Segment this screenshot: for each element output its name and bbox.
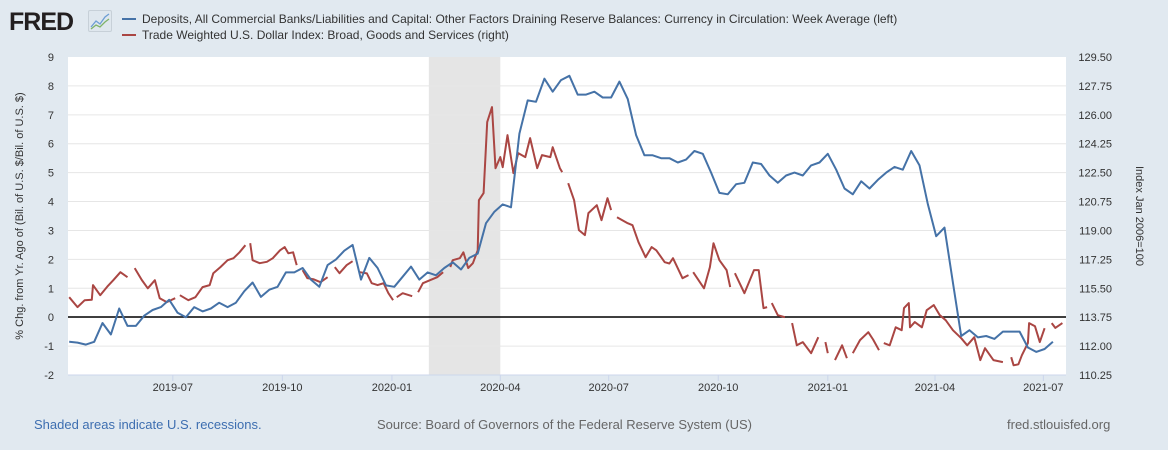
- right-axis-title: Index Jan 2006=100: [1133, 166, 1145, 266]
- recession-band: [428, 57, 501, 375]
- x-tick-label: 2021-07: [1023, 382, 1063, 394]
- fred-logo[interactable]: FRED: [9, 8, 74, 36]
- right-tick-label: 110.25: [1079, 370, 1112, 382]
- fred-logo-graph-icon: [88, 10, 112, 32]
- recession-shading: [428, 57, 501, 375]
- dollar-index-line-segment: [68, 271, 129, 309]
- legend-swatch-red: [122, 34, 136, 36]
- x-tick-label: 2020-10: [698, 382, 738, 394]
- x-tick-label: 2021-04: [915, 382, 955, 394]
- plot-area: [68, 57, 1066, 375]
- dollar-index-line-segment: [417, 271, 444, 293]
- x-tick-label: 2019-07: [153, 382, 193, 394]
- dollar-index-line-segment: [883, 302, 1004, 364]
- currency-circulation-line: [69, 74, 1054, 353]
- right-tick-label: 129.50: [1078, 52, 1112, 64]
- x-tick-label: 2020-01: [372, 382, 412, 394]
- right-tick-label: 115.50: [1079, 283, 1112, 295]
- left-tick-label: 6: [48, 139, 54, 151]
- x-tick-label: 2020-07: [588, 382, 628, 394]
- left-tick-label: 9: [48, 52, 54, 64]
- dollar-index-line-segment: [834, 344, 848, 361]
- dollar-index-line-segment: [449, 106, 564, 270]
- dollar-index-line-segment: [733, 269, 768, 310]
- left-tick-label: 1: [48, 283, 54, 295]
- dollar-index-line-segment: [692, 242, 732, 290]
- left-axis-title: % Chg. from Yr. Ago of (Bil. of U.S. $/B…: [14, 92, 26, 339]
- right-tick-label: 127.75: [1078, 81, 1112, 93]
- left-tick-label: 7: [48, 110, 54, 122]
- right-tick-label: 124.25: [1078, 139, 1112, 151]
- dollar-index-line-segment: [824, 341, 829, 354]
- legend-label: Trade Weighted U.S. Dollar Index: Broad,…: [142, 28, 509, 42]
- left-tick-label: 8: [48, 81, 54, 93]
- dollar-index-line-segment: [396, 292, 413, 299]
- x-axis-ticks: 2019-07 2019-10 2020-01 2020-04 2020-07 2020-…: [68, 374, 1066, 394]
- legend-swatch-blue: [122, 18, 136, 20]
- x-tick-label: 2021-01: [808, 382, 848, 394]
- x-tick-label: 2020-04: [480, 382, 520, 394]
- legend-label: Deposits, All Commercial Banks/Liabiliti…: [142, 12, 898, 26]
- legend: Deposits, All Commercial Banks/Liabiliti…: [122, 11, 897, 43]
- x-tick-label: 2019-10: [262, 382, 302, 394]
- dollar-index-line-segment: [249, 243, 298, 266]
- dollar-index-line-segment: [791, 322, 820, 355]
- right-tick-label: 126.00: [1078, 110, 1112, 122]
- legend-item-series1[interactable]: Deposits, All Commercial Banks/Liabiliti…: [122, 11, 897, 27]
- dollar-index-line-segment: [301, 269, 329, 284]
- right-tick-label: 117.25: [1079, 254, 1112, 266]
- dollar-index-line-segment: [770, 302, 786, 319]
- site-url: fred.stlouisfed.org: [1007, 417, 1111, 432]
- right-tick-label: 120.75: [1078, 197, 1112, 209]
- dollar-index-line-segment: [616, 216, 689, 280]
- dollar-index-line-segment: [359, 271, 394, 301]
- legend-item-series2[interactable]: Trade Weighted U.S. Dollar Index: Broad,…: [122, 27, 897, 43]
- right-axis-ticks: 129.50 127.75 126.00 124.25 122.50 120.75 119.…: [1078, 52, 1112, 382]
- dollar-index-line-segment: [851, 331, 880, 354]
- right-tick-label: 113.75: [1079, 312, 1112, 324]
- left-tick-label: -1: [44, 341, 54, 353]
- left-tick-label: 5: [48, 168, 54, 180]
- dollar-index-line-segment: [179, 244, 247, 302]
- dollar-index-line-segment: [1010, 322, 1046, 367]
- source-text: Source: Board of Governors of the Federa…: [377, 417, 752, 432]
- right-tick-label: 119.00: [1079, 225, 1112, 237]
- left-tick-label: 3: [48, 225, 54, 237]
- right-tick-label: 112.00: [1079, 341, 1112, 353]
- right-tick-label: 122.50: [1078, 168, 1112, 180]
- series-lines: [68, 74, 1063, 367]
- dollar-index-line-segment: [567, 182, 613, 237]
- left-tick-label: 0: [48, 312, 54, 324]
- recession-note-link[interactable]: Shaded areas indicate U.S. recessions.: [34, 417, 262, 432]
- left-tick-label: 2: [48, 254, 54, 266]
- left-tick-label: 4: [48, 197, 54, 209]
- dollar-index-line-segment: [334, 260, 354, 275]
- dollar-index-line-segment: [1050, 322, 1063, 329]
- left-axis-ticks: 9 8 7 6 5 4 3 2 1 0 -1 -2: [44, 52, 54, 382]
- left-tick-label: -2: [44, 370, 54, 382]
